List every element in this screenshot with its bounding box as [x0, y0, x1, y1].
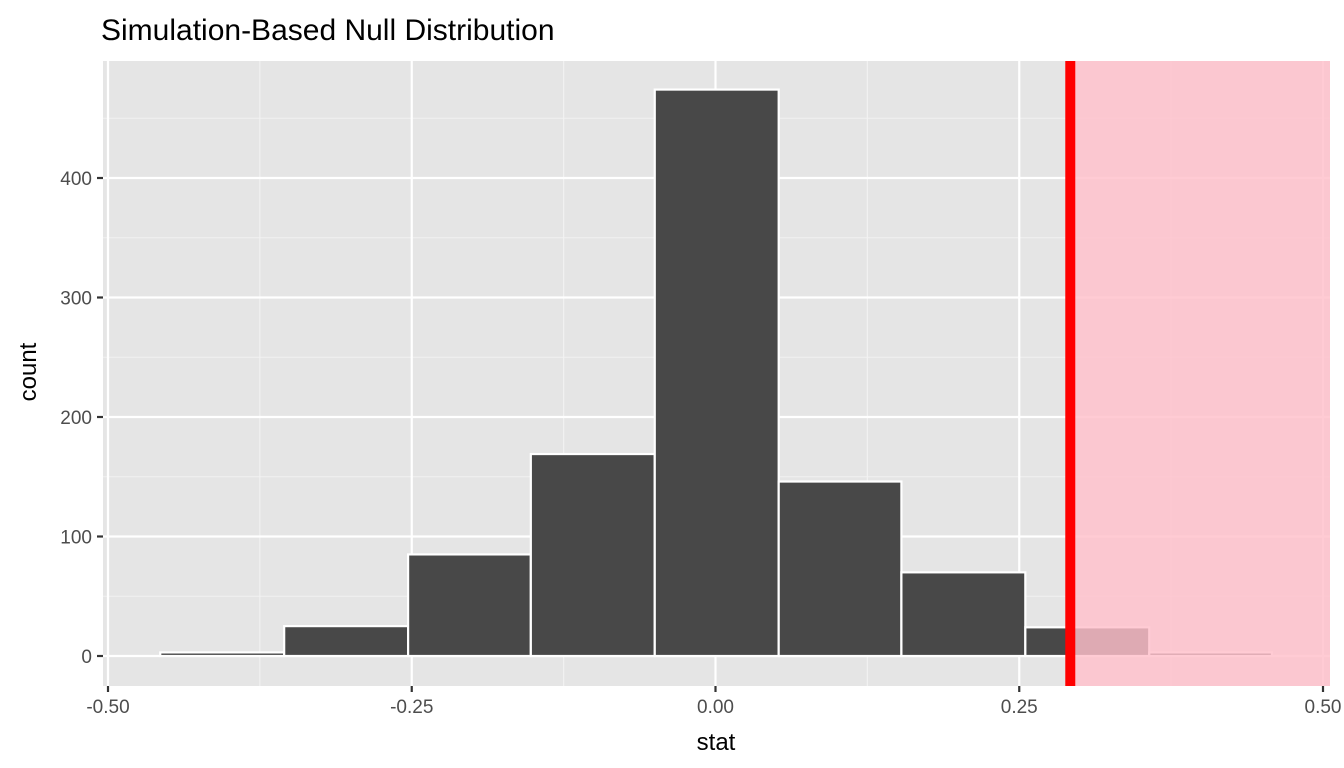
y-tick-label: 100 — [60, 528, 92, 549]
histogram-bar — [407, 553, 532, 658]
chart-title: Simulation-Based Null Distribution — [101, 14, 555, 47]
histogram-bar — [283, 625, 410, 658]
x-tick-label: -0.50 — [86, 697, 129, 718]
histogram-bar — [777, 480, 903, 658]
y-tick-label: 200 — [60, 408, 92, 429]
x-tick-label: 0.25 — [1001, 697, 1038, 718]
histogram-bar — [900, 571, 1027, 658]
histogram-bars — [159, 88, 1274, 658]
x-axis: -0.50 -0.25 0.00 0.25 0.50 — [86, 686, 1341, 718]
y-axis-label: count — [15, 342, 42, 401]
y-tick-label: 400 — [60, 169, 92, 190]
y-tick-label: 0 — [81, 647, 92, 668]
x-tick-label: 0.00 — [697, 697, 734, 718]
x-axis-label: stat — [697, 729, 736, 756]
y-axis: 0 100 200 300 400 — [60, 169, 103, 668]
shaded-p-value-region — [1070, 61, 1330, 686]
x-tick-label: 0.50 — [1305, 697, 1342, 718]
x-tick-label: -0.25 — [390, 697, 433, 718]
histogram-bar — [159, 651, 286, 658]
y-tick-label: 300 — [60, 289, 92, 310]
histogram-bar — [529, 452, 656, 658]
histogram-bar — [653, 88, 780, 658]
